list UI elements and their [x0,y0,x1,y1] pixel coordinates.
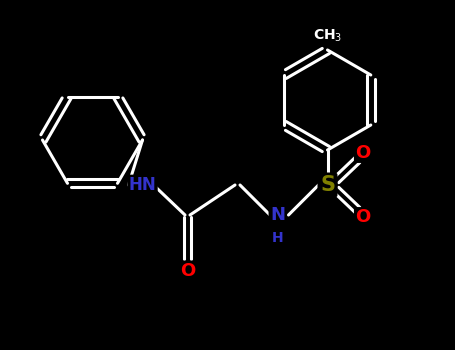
Text: S: S [320,175,335,195]
Text: N: N [270,206,285,224]
Text: CH$_3$: CH$_3$ [313,28,342,44]
Text: H: H [272,231,283,245]
Text: O: O [180,262,195,280]
Text: O: O [355,209,371,226]
Text: O: O [355,144,371,161]
Text: HN: HN [129,176,157,194]
